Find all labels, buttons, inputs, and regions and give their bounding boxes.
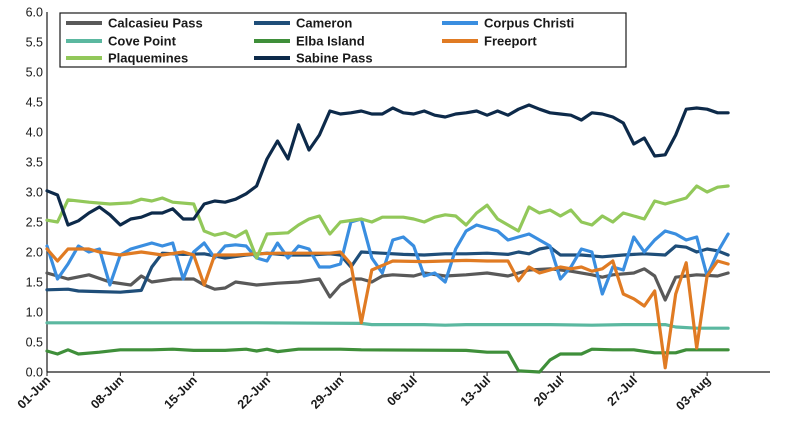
- series-line-corpus-christi: [45, 217, 730, 296]
- series-line-cove-point: [45, 321, 730, 330]
- legend-box: [59, 12, 627, 68]
- x-tick-label: 06-Jul: [384, 373, 419, 408]
- y-tick-label: 1.0: [26, 306, 43, 320]
- x-tick-label: 13-Jul: [458, 373, 493, 408]
- x-tick-label: 03-Aug: [673, 373, 713, 413]
- x-tick-label: 22-Jun: [235, 373, 273, 411]
- legend-label-cameron: Cameron: [296, 16, 352, 31]
- x-tick-label: 15-Jun: [161, 373, 199, 411]
- x-tick-label: 27-Jul: [604, 373, 639, 408]
- legend-label-plaquemines: Plaquemines: [108, 51, 188, 66]
- series-line-plaquemines: [45, 184, 730, 260]
- x-tick-label: 20-Jul: [531, 373, 566, 408]
- y-tick-label: 2.0: [26, 246, 43, 260]
- x-tick-label: 29-Jun: [308, 373, 346, 411]
- y-tick-label: 3.5: [26, 156, 43, 170]
- x-axis: 01-Jun 08-Jun 15-Jun 22-Jun 29-Jun 06-Jul 13-J…: [15, 371, 770, 413]
- y-tick-label: 4.0: [26, 126, 43, 140]
- legend: Calcasieu Pass Cameron Corpus Christi Cove …: [59, 12, 627, 68]
- legend-label-corpus-christi: Corpus Christi: [484, 16, 574, 31]
- y-tick-label: 0.5: [26, 336, 43, 350]
- legend-label-freeport: Freeport: [484, 34, 537, 49]
- y-tick-label: 4.5: [26, 96, 43, 110]
- y-axis: 0.0 0.5 1.0 1.5 2.0 2.5 3.0 3.5 4.0 4.5 5.0 5.5 6.0: [26, 6, 48, 380]
- y-tick-label: 6.0: [26, 6, 43, 20]
- series-line-elba-island: [45, 347, 730, 374]
- y-tick-label: 1.5: [26, 276, 43, 290]
- x-tick-label: 08-Jun: [88, 373, 126, 411]
- legend-label-elba-island: Elba Island: [296, 34, 365, 49]
- y-tick-label: 0.0: [26, 366, 43, 380]
- series-line-sabine-pass: [45, 103, 730, 227]
- y-tick-label: 5.0: [26, 66, 43, 80]
- series-layer: [45, 103, 730, 374]
- series-line-freeport: [45, 247, 730, 370]
- legend-label-calcasieu-pass: Calcasieu Pass: [108, 16, 203, 31]
- series-line-calcasieu-pass: [45, 267, 730, 302]
- y-tick-label: 3.0: [26, 186, 43, 200]
- y-tick-label: 5.5: [26, 36, 43, 50]
- legend-label-sabine-pass: Sabine Pass: [296, 51, 373, 66]
- legend-label-cove-point: Cove Point: [108, 34, 177, 49]
- y-tick-label: 2.5: [26, 216, 43, 230]
